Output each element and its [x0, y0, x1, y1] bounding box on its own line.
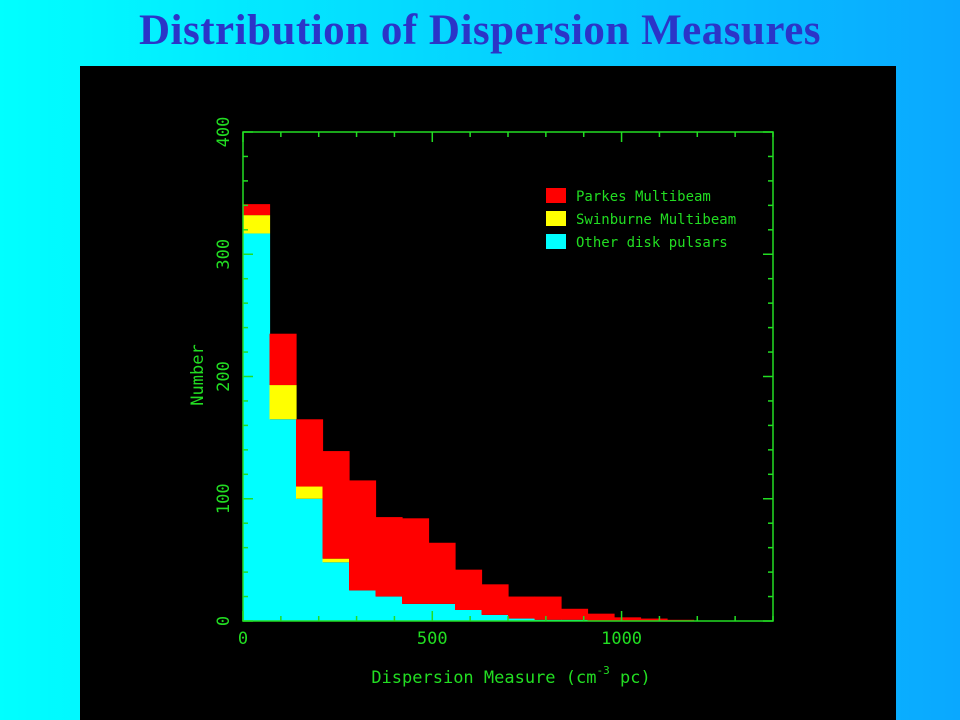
slide-title: Distribution of Dispersion Measures: [138, 7, 822, 54]
bar-other-disk-pulsars-2: [296, 498, 324, 621]
chart-panel: 0 500 1000 0 100 200 300 400 Parkes Multibeam Sw…: [80, 66, 896, 720]
x-axis-label-suffix: pc): [610, 668, 651, 688]
bar-parkes-multibeam-7: [428, 542, 456, 604]
legend-label-swinburne-multibeam: Swinburne Multibeam: [576, 212, 736, 228]
legend-swatch-other-disk-pulsars: [546, 234, 566, 249]
legend-layer: Parkes Multibeam Swinburne Multibeam Other…: [546, 188, 736, 251]
bar-parkes-multibeam-13: [587, 613, 615, 621]
x-axis-label: Dispersion Measure (cm-3 pc): [371, 664, 650, 688]
axes-layer: 0 500 1000 0 100 200 300 400: [214, 117, 774, 649]
bar-other-disk-pulsars-7: [428, 603, 456, 621]
x-tick-label-500: 500: [417, 629, 448, 649]
bar-parkes-multibeam-5: [375, 517, 403, 597]
bar-parkes-multibeam-3: [322, 451, 350, 559]
bar-parkes-multibeam-10: [508, 596, 536, 619]
bar-parkes-multibeam-1: [269, 333, 297, 386]
y-tick-label-0: 0: [214, 616, 234, 626]
bar-other-disk-pulsars-10: [508, 618, 536, 621]
x-tick-label-1000: 1000: [601, 629, 642, 649]
bar-parkes-multibeam-8: [455, 569, 483, 610]
bar-swinburne-multibeam-0: [243, 215, 271, 234]
bar-parkes-multibeam-14: [614, 617, 642, 621]
bar-parkes-multibeam-9: [481, 584, 509, 615]
y-tick-label-200: 200: [214, 361, 234, 392]
bar-other-disk-pulsars-8: [455, 609, 483, 621]
y-tick-label-300: 300: [214, 239, 234, 270]
bar-parkes-multibeam-0: [243, 204, 271, 216]
bar-swinburne-multibeam-3: [322, 558, 350, 563]
bar-other-disk-pulsars-5: [375, 596, 403, 621]
bar-swinburne-multibeam-2: [296, 486, 324, 499]
bar-parkes-multibeam-12: [561, 608, 589, 620]
bar-other-disk-pulsars-6: [402, 603, 430, 621]
y-tick-label-100: 100: [214, 483, 234, 514]
legend-label-other-disk-pulsars: Other disk pulsars: [576, 235, 728, 251]
bar-other-disk-pulsars-3: [322, 562, 350, 621]
bar-other-disk-pulsars-4: [349, 590, 377, 621]
x-axis-label-main: Dispersion Measure (cm: [371, 668, 596, 688]
y-axis-label: Number: [188, 344, 208, 405]
bar-parkes-multibeam-11: [534, 596, 562, 620]
bar-parkes-multibeam-6: [402, 518, 430, 604]
legend-swatch-swinburne-multibeam: [546, 211, 566, 226]
bar-swinburne-multibeam-1: [269, 385, 297, 420]
legend-swatch-parkes-multibeam: [546, 188, 566, 203]
bar-parkes-multibeam-4: [349, 480, 377, 591]
y-tick-label-400: 400: [214, 117, 234, 148]
x-axis-label-exponent: -3: [596, 664, 609, 677]
x-tick-label-0: 0: [238, 629, 248, 649]
bar-other-disk-pulsars-9: [481, 614, 509, 621]
histogram-chart: 0 500 1000 0 100 200 300 400 Parkes Multibeam Sw…: [188, 117, 774, 688]
bar-parkes-multibeam-2: [296, 419, 324, 487]
bars-layer: [243, 204, 695, 621]
legend-label-parkes-multibeam: Parkes Multibeam: [576, 189, 711, 205]
bar-other-disk-pulsars-1: [269, 419, 297, 621]
bar-parkes-multibeam-15: [640, 618, 668, 621]
bar-other-disk-pulsars-0: [243, 233, 271, 621]
